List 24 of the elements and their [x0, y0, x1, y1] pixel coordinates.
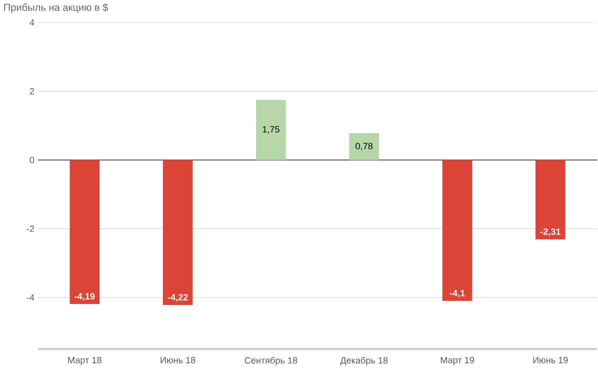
y-tick-label: -2	[26, 226, 34, 232]
data-label: -4,1	[450, 290, 465, 298]
x-tick-label: Март 18	[68, 356, 102, 366]
x-tick-label: Март 19	[440, 356, 474, 366]
x-tick-label: Июнь 18	[160, 356, 196, 364]
data-label: -2,31	[540, 228, 560, 236]
bar	[256, 100, 286, 160]
bar	[349, 133, 380, 160]
x-tick-label: Сентябрь 18	[244, 356, 298, 366]
bar	[70, 160, 100, 304]
bar	[442, 160, 472, 302]
chart-title: Прибыль на акцию в $	[4, 3, 108, 14]
y-tick-label: -4	[26, 294, 34, 301]
y-tick-label: 2	[30, 88, 34, 95]
x-tick-label: Декабрь 18	[340, 356, 388, 366]
data-label: 1,75	[262, 126, 280, 134]
data-label: 0,78	[356, 142, 373, 150]
data-label: -4,22	[168, 294, 188, 302]
bar	[162, 160, 193, 306]
y-tick-label: 0	[30, 156, 34, 164]
bar	[536, 160, 566, 240]
y-tick-label: 4	[30, 19, 34, 26]
x-tick-label: Июнь 19	[533, 356, 568, 364]
data-label: -4,19	[74, 293, 95, 301]
